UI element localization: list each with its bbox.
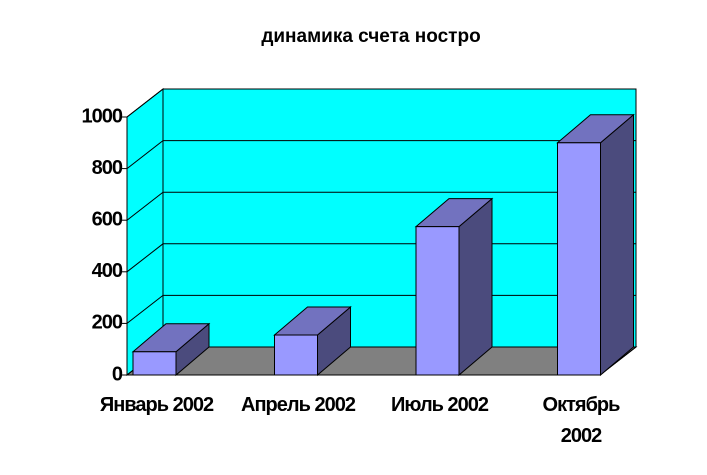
grid-line xyxy=(126,191,636,221)
bar xyxy=(414,197,494,377)
bar-side xyxy=(600,113,634,377)
y-tick-label: 800 xyxy=(92,157,123,179)
chart-title: динамика счета ностро xyxy=(261,26,480,47)
y-tick-label: 600 xyxy=(92,208,123,230)
bar-front xyxy=(132,351,177,376)
y-tick-label: 0 xyxy=(112,363,123,385)
grid-line xyxy=(126,88,636,118)
x-tick-label: Июль 2002 xyxy=(390,394,489,416)
y-tick-label: 200 xyxy=(92,312,123,334)
x-tick-label: Январь 2002 xyxy=(99,394,214,416)
grid-line xyxy=(126,140,636,169)
bar xyxy=(273,305,352,377)
bar-side xyxy=(458,197,493,377)
bar-front xyxy=(557,142,601,376)
bar xyxy=(556,113,635,377)
y-tick-label: 1000 xyxy=(82,105,123,127)
bar-front xyxy=(415,226,460,376)
x-tick-label: Апрель 2002 xyxy=(241,394,356,416)
y-tick-label: 400 xyxy=(92,260,123,282)
bar-front xyxy=(274,334,318,376)
bar xyxy=(131,322,211,377)
x-tick-label: Октябрь 2002 xyxy=(542,394,621,447)
